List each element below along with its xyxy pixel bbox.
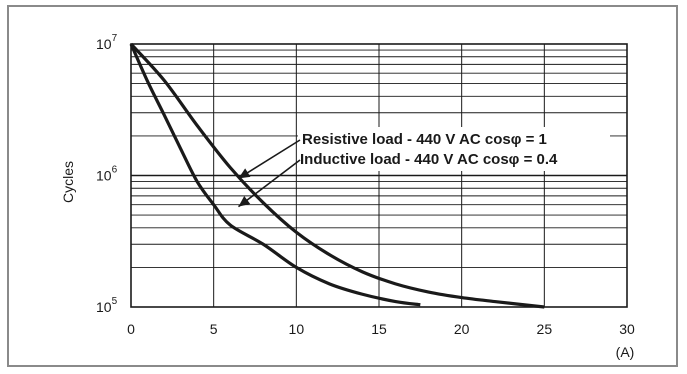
y-axis-title: Cycles [60, 161, 76, 203]
series-line-resistive [129, 42, 545, 309]
x-tick-label: 5 [210, 321, 218, 337]
annotation-inductive: Inductive load - 440 V AC cosφ = 0.4 [300, 151, 558, 168]
plot-border [130, 43, 628, 308]
y-tick-label: 106 [96, 165, 118, 184]
x-tick-label: 30 [619, 321, 635, 337]
grid [131, 44, 627, 307]
series-line-inductive [129, 43, 421, 307]
annotation-arrow-head [238, 195, 251, 207]
series-group [129, 42, 545, 309]
annotation-arrow-line [237, 159, 301, 208]
x-tick-label: 10 [289, 321, 305, 337]
x-tick-label: 15 [371, 321, 387, 337]
annotation-box [298, 127, 610, 171]
annotation-arrow-head [238, 168, 251, 179]
x-tick-label: 20 [454, 321, 470, 337]
tick-labels: 0 5 10 15 20 25 30 107 106 105 [96, 33, 635, 337]
x-axis-unit: (A) [616, 344, 635, 360]
annotation-resistive: Resistive load - 440 V AC cosφ = 1 [302, 131, 547, 148]
x-tick-label: 25 [537, 321, 553, 337]
y-tick-label: 107 [96, 33, 118, 52]
x-tick-label: 0 [127, 321, 135, 337]
annotation-arrow-line [238, 139, 301, 180]
annotations: Resistive load - 440 V AC cosφ = 1 Induc… [237, 127, 610, 208]
y-tick-label: 105 [96, 296, 118, 315]
